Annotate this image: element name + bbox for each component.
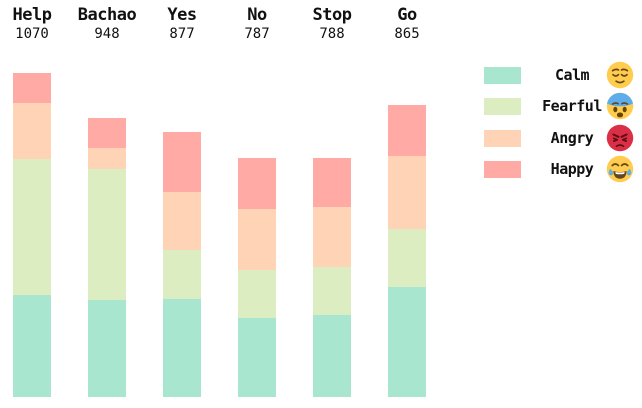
category-label: Go [397, 5, 417, 25]
bar-segment-calm [388, 287, 426, 397]
pouting-face-icon [606, 124, 634, 152]
legend-row-happy: Happy [484, 155, 642, 189]
legend-row-angry: Angry [484, 124, 642, 158]
bar-column-help: Help 1070 [0, 0, 70, 408]
bar-segment-angry [388, 156, 426, 229]
category-label: Bachao [77, 5, 137, 25]
bar-segment-calm [163, 299, 201, 397]
bar-column-no: No 787 [219, 0, 295, 408]
category-count: 788 [319, 26, 345, 42]
bar-segment-happy [238, 158, 276, 209]
category-label: No [247, 5, 267, 25]
legend-swatch-angry [484, 130, 521, 147]
bar-segment-angry [163, 192, 201, 250]
stacked-bar [313, 158, 351, 397]
bar-segment-fearful [388, 229, 426, 287]
bar-segment-calm [88, 300, 126, 397]
bar-column-bachao: Bachao 948 [69, 0, 145, 408]
legend-label: Fearful [542, 97, 602, 115]
legend-label: Calm [554, 66, 590, 84]
legend: Calm Fearful Angry Happy [484, 0, 642, 408]
stacked-bar [88, 118, 126, 397]
bar-segment-happy [388, 105, 426, 156]
bar-segment-calm [313, 315, 351, 397]
bar-segment-happy [163, 132, 201, 192]
fearful-face-icon [606, 92, 634, 120]
bar-column-yes: Yes 877 [144, 0, 220, 408]
bar-segment-calm [238, 318, 276, 397]
legend-label: Happy [550, 160, 594, 178]
category-count: 787 [244, 26, 270, 42]
bar-segment-fearful [163, 250, 201, 299]
bar-segment-calm [13, 295, 51, 397]
relieved-face-icon [606, 61, 634, 89]
legend-swatch-calm [484, 67, 521, 84]
bar-segment-angry [313, 207, 351, 267]
stacked-bar [388, 105, 426, 397]
bar-segment-happy [13, 73, 51, 103]
bar-segment-fearful [313, 267, 351, 315]
bar-column-go: Go 865 [369, 0, 445, 408]
stacked-bar [238, 158, 276, 397]
bar-segment-fearful [238, 270, 276, 318]
legend-label: Angry [550, 129, 594, 147]
category-count: 865 [394, 26, 420, 42]
category-count: 1070 [15, 26, 49, 42]
bar-segment-angry [88, 148, 126, 169]
category-count: 948 [94, 26, 120, 42]
bar-segment-fearful [88, 169, 126, 300]
legend-row-fearful: Fearful [484, 92, 642, 126]
bar-segment-happy [88, 118, 126, 148]
stacked-bar [13, 73, 51, 397]
category-label: Stop [312, 5, 352, 25]
legend-row-calm: Calm [484, 61, 642, 95]
category-label: Yes [167, 5, 197, 25]
bar-column-stop: Stop 788 [294, 0, 370, 408]
category-label: Help [12, 5, 52, 25]
bar-segment-fearful [13, 159, 51, 295]
bar-segment-happy [313, 158, 351, 207]
category-count: 877 [169, 26, 195, 42]
bar-segment-angry [238, 209, 276, 270]
legend-swatch-happy [484, 161, 521, 178]
legend-swatch-fearful [484, 98, 521, 115]
joy-face-icon [606, 155, 634, 183]
stacked-bar [163, 132, 201, 397]
bar-segment-angry [13, 103, 51, 159]
